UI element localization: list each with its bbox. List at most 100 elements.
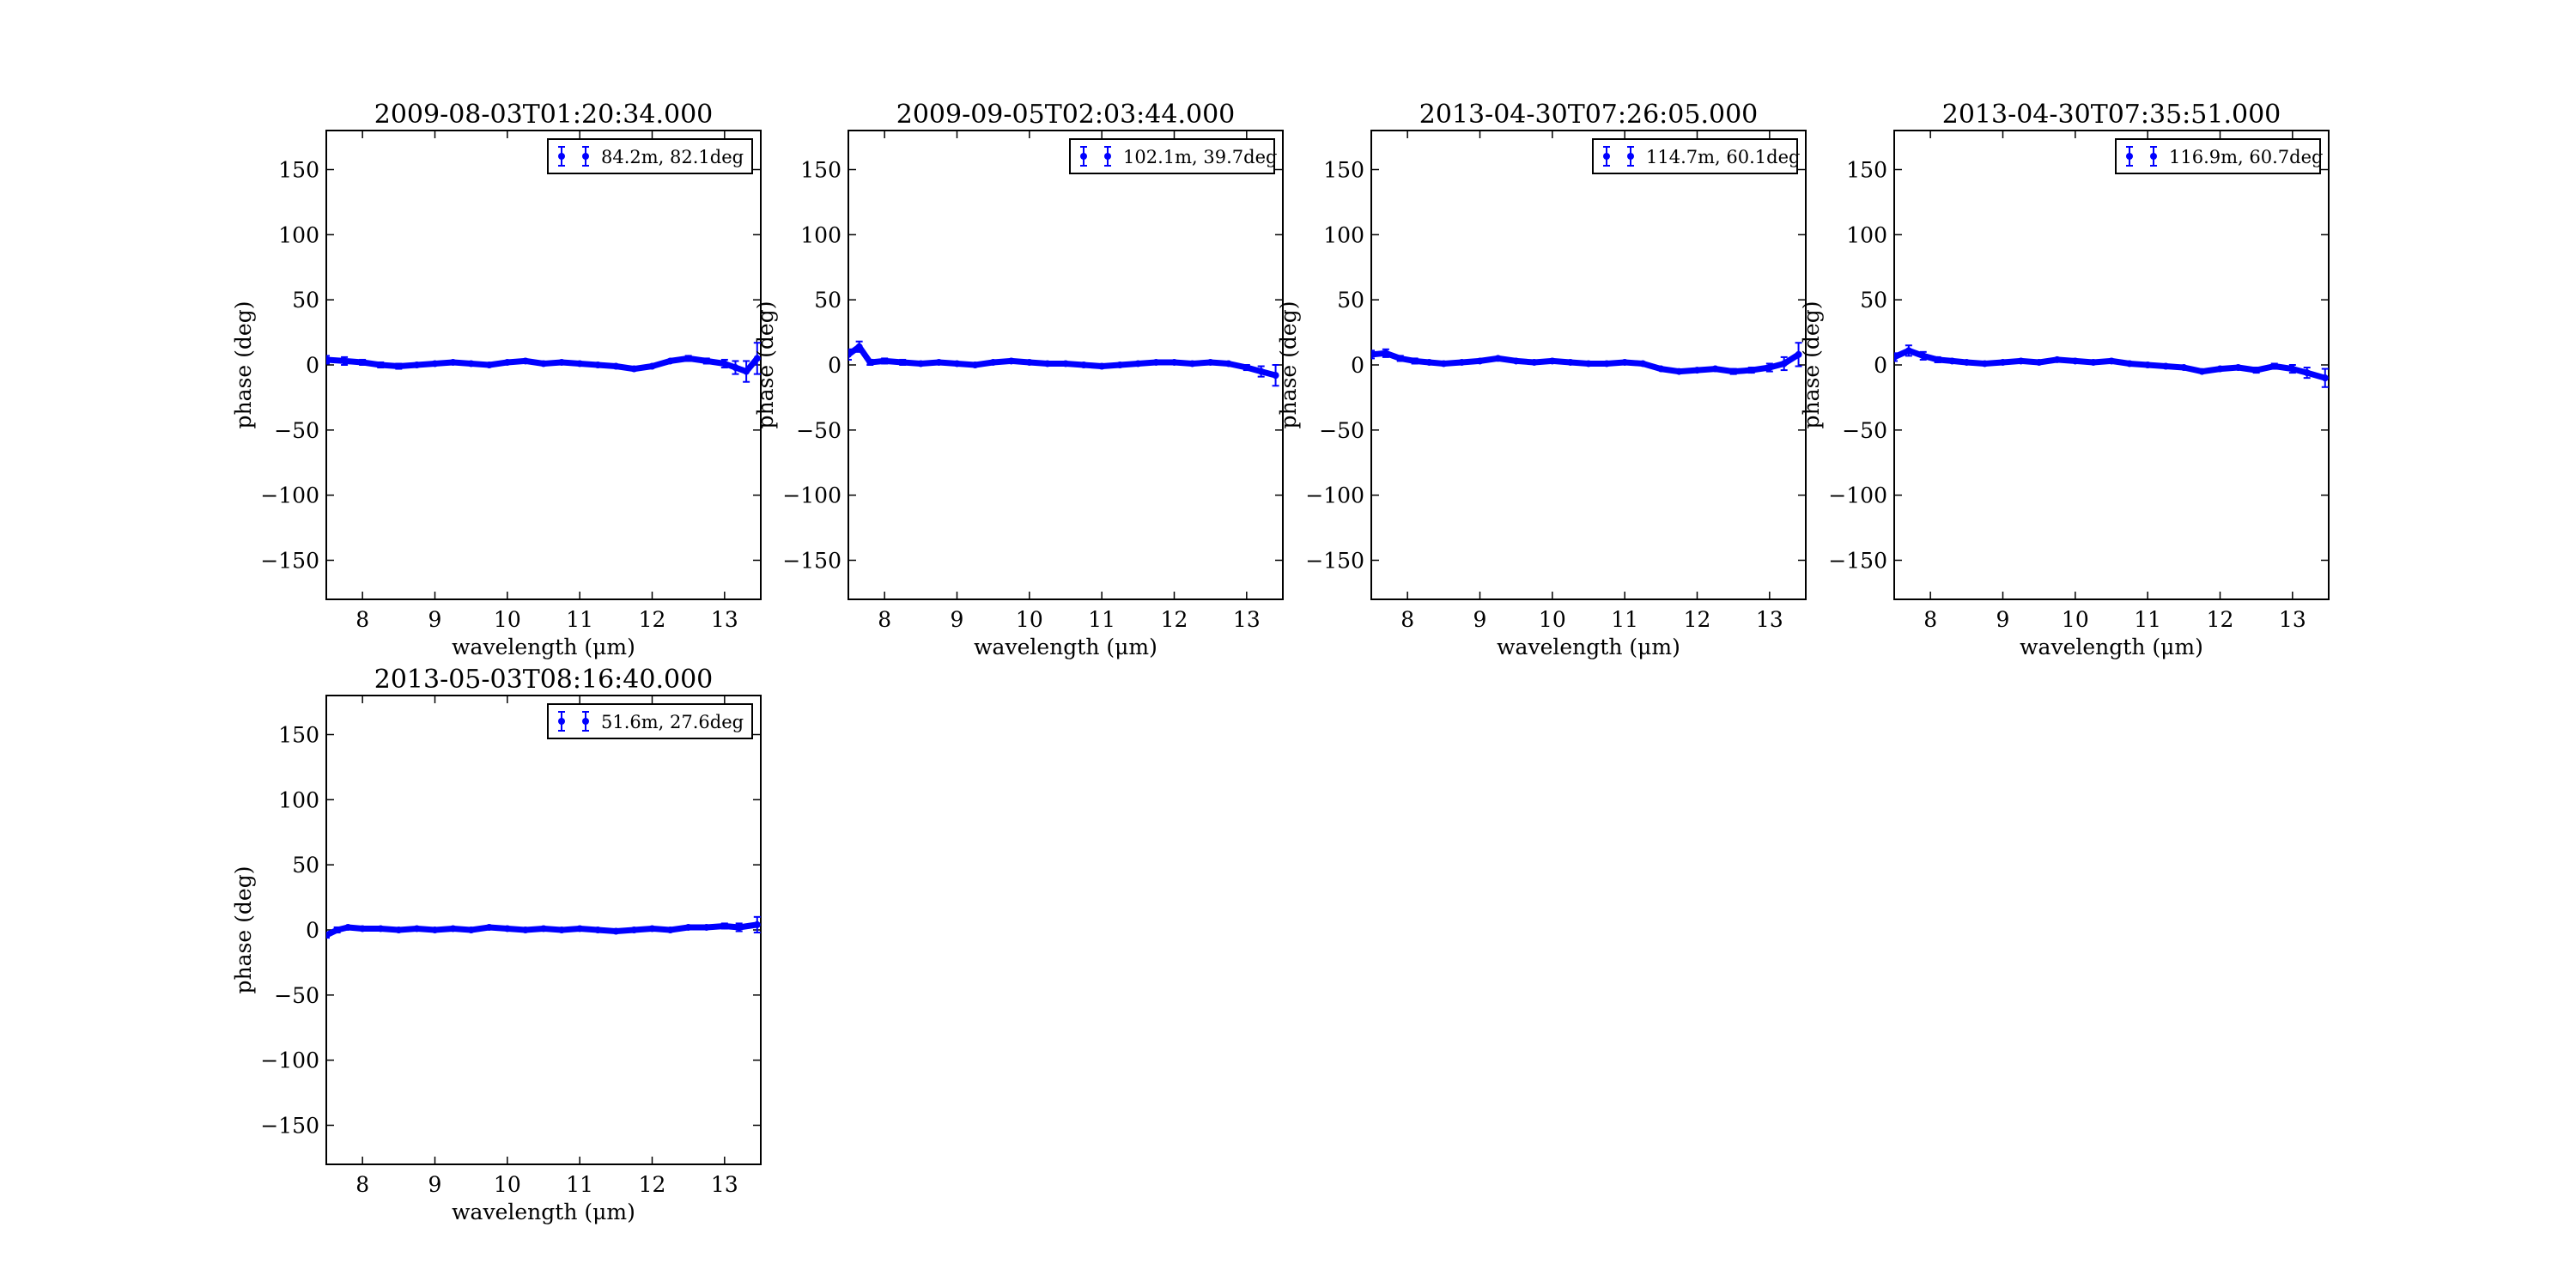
data-point <box>1116 361 1124 368</box>
data-point <box>1621 358 1629 366</box>
legend-label: 116.9m, 60.7deg <box>2169 147 2323 167</box>
data-point <box>558 927 566 933</box>
y-tick-label: 50 <box>814 288 841 313</box>
data-point <box>2321 374 2329 382</box>
legend-label: 114.7m, 60.1deg <box>1646 147 1800 167</box>
data-point <box>521 927 529 933</box>
data-point <box>720 360 728 368</box>
data-point <box>1894 353 1898 361</box>
data-point <box>344 923 352 931</box>
x-tick-label: 13 <box>2279 607 2306 632</box>
data-point <box>1548 357 1556 365</box>
x-tick-label: 13 <box>1756 607 1783 632</box>
data-point <box>521 357 529 365</box>
data-point <box>753 355 761 362</box>
y-axis-label: phase (deg) <box>1276 301 1301 429</box>
y-tick-label: 150 <box>278 723 319 748</box>
x-tick-label: 10 <box>1016 607 1043 632</box>
legend-marker <box>582 153 589 160</box>
data-point <box>1512 357 1520 365</box>
x-tick-label: 8 <box>878 607 891 632</box>
data-point <box>1206 358 1214 366</box>
data-point <box>503 358 511 366</box>
data-point <box>395 927 403 933</box>
data-point <box>971 361 979 368</box>
chart-panel-5: 2013-05-03T08:16:40.000 −150 −100 −50 0 50 100… <box>231 665 762 1224</box>
data-point <box>1382 349 1389 357</box>
x-tick-label: 11 <box>1088 607 1115 632</box>
data-point <box>881 357 889 365</box>
series-points <box>326 342 761 383</box>
y-tick-label: 0 <box>306 353 319 378</box>
data-point <box>1494 355 1502 362</box>
data-point <box>1152 358 1160 366</box>
data-point <box>485 361 493 368</box>
data-point <box>848 350 852 358</box>
data-point <box>576 360 584 368</box>
data-point <box>1747 367 1755 374</box>
x-tick-label: 9 <box>428 1172 442 1197</box>
series-band <box>1894 347 2326 381</box>
legend: 114.7m, 60.1deg <box>1592 138 1800 174</box>
data-point <box>1657 365 1665 373</box>
legend: 51.6m, 27.6deg <box>547 703 753 739</box>
chart-panel-4: 2013-04-30T07:35:51.000 −150 −100 −50 0 50 100… <box>1799 100 2330 659</box>
x-tick-label: 12 <box>1161 607 1188 632</box>
data-point <box>2035 358 2043 366</box>
data-point <box>1729 368 1737 375</box>
data-point <box>666 927 674 933</box>
data-point <box>1566 358 1574 366</box>
legend-marker <box>2150 153 2157 160</box>
legend-box <box>1592 138 1798 174</box>
legend: 84.2m, 82.1deg <box>547 138 753 174</box>
data-point <box>503 925 511 933</box>
data-point <box>989 358 997 366</box>
data-point <box>1919 352 1927 360</box>
y-tick-label: 100 <box>278 222 319 247</box>
data-point <box>594 361 602 368</box>
data-point <box>666 357 674 365</box>
x-tick-label: 9 <box>428 607 442 632</box>
x-tick-label: 11 <box>1611 607 1638 632</box>
y-tick-label: −150 <box>1305 549 1364 574</box>
data-point <box>855 343 863 350</box>
data-point <box>684 923 692 931</box>
chart-panel-1: 2009-08-03T01:20:34.000 −150 −100 −50 0 50 100… <box>231 100 762 659</box>
x-tick-label: 13 <box>1233 607 1261 632</box>
legend-box <box>547 138 753 174</box>
x-axis-label: wavelength (μm) <box>2020 635 2203 659</box>
data-point <box>1440 360 1448 368</box>
series-points <box>326 915 761 939</box>
data-point <box>431 927 439 933</box>
x-tick-label: 12 <box>2207 607 2234 632</box>
x-axis-label: wavelength (μm) <box>452 635 635 659</box>
y-tick-label: −50 <box>274 983 319 1008</box>
data-point <box>413 361 421 368</box>
data-point <box>395 362 403 370</box>
data-point <box>1134 360 1142 368</box>
y-tick-label: 100 <box>800 222 841 247</box>
x-axis-label: wavelength (μm) <box>974 635 1157 659</box>
legend-marker <box>558 718 565 725</box>
chart-title: 2009-09-05T02:03:44.000 <box>896 100 1236 130</box>
chart-title: 2013-05-03T08:16:40.000 <box>374 665 714 695</box>
data-point <box>2089 358 2097 366</box>
data-point <box>485 923 493 931</box>
y-tick-label: −150 <box>260 549 319 574</box>
data-point <box>326 932 330 939</box>
data-point <box>1272 372 1279 380</box>
x-tick-label: 11 <box>2134 607 2161 632</box>
x-tick-label: 11 <box>566 1172 593 1197</box>
legend-label: 51.6m, 27.6deg <box>601 712 744 732</box>
data-point <box>2071 357 2079 365</box>
x-tick-label: 10 <box>494 1172 521 1197</box>
data-point <box>612 927 620 935</box>
data-point <box>702 923 710 931</box>
data-point <box>431 360 439 368</box>
y-tick-label: 150 <box>1846 158 1887 183</box>
y-tick-label: 150 <box>1323 158 1364 183</box>
legend-marker <box>1603 153 1610 160</box>
data-point <box>612 362 620 370</box>
y-axis-label: phase (deg) <box>231 301 256 429</box>
series-points <box>1371 342 1802 375</box>
